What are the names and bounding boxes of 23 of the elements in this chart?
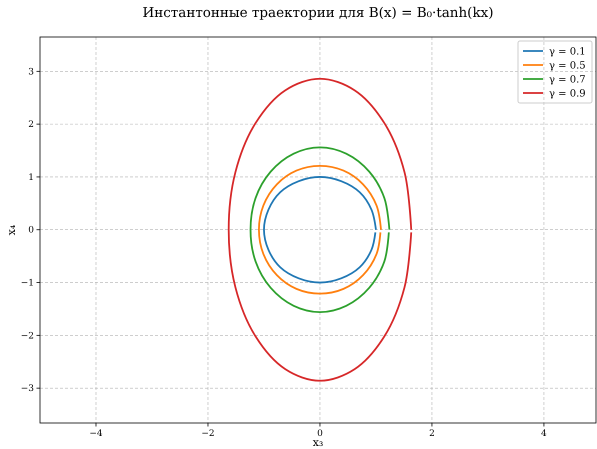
y-tick-label: −1 (20, 278, 34, 289)
legend-label: γ = 0.7 (549, 74, 586, 86)
legend-label: γ = 0.1 (549, 46, 586, 58)
line-series (258, 164, 382, 295)
x-tick-label: 0 (317, 429, 324, 439)
x-tick-label: −4 (89, 429, 103, 439)
line-series (263, 176, 377, 284)
y-axis-title: x₄ (5, 224, 18, 236)
line-series (250, 146, 390, 314)
chart-title: Инстантонные траектории для B(x) = B₀·tanh(kx) (142, 5, 494, 21)
x-tick-label: 4 (541, 429, 548, 439)
x-tick-label: 2 (429, 429, 435, 439)
y-tick-label: 2 (28, 120, 34, 130)
y-tick-label: 1 (28, 172, 34, 183)
y-tick-label: 0 (28, 226, 34, 236)
line-series (228, 78, 412, 382)
y-tick-label: −2 (20, 331, 34, 342)
x-axis-title: x₃ (312, 436, 324, 449)
legend-label: γ = 0.5 (549, 60, 586, 72)
y-tick-label: −3 (20, 384, 34, 394)
x-tick-label: −2 (201, 429, 215, 439)
y-tick-label: 3 (28, 67, 34, 78)
legend-label: γ = 0.9 (549, 88, 586, 100)
